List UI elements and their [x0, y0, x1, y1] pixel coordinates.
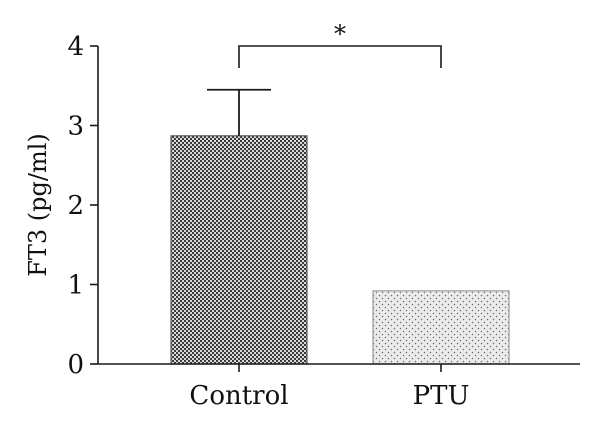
y-tick-label: 3: [67, 112, 84, 142]
y-tick-label: 1: [67, 271, 84, 301]
significance-label: *: [334, 20, 346, 48]
x-tick-label: Control: [189, 381, 288, 411]
bar-ptu: [372, 290, 510, 365]
y-tick-label: 2: [67, 191, 84, 221]
y-tick-label: 4: [67, 32, 84, 62]
y-axis-ticks: 0 1 2 3 4: [67, 32, 98, 380]
bar-control: [170, 135, 308, 365]
plot-area: [170, 88, 510, 365]
x-axis-ticks: Control PTU: [189, 364, 469, 411]
y-axis-title: FT3 (pg/ml): [24, 133, 52, 277]
x-tick-label: PTU: [413, 381, 470, 411]
y-tick-label: 0: [67, 350, 84, 380]
significance-bracket-line: [238, 45, 442, 68]
significance-bracket: *: [238, 20, 442, 68]
